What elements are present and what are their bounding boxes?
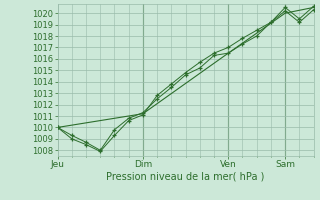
X-axis label: Pression niveau de la mer( hPa ): Pression niveau de la mer( hPa ) (107, 172, 265, 182)
